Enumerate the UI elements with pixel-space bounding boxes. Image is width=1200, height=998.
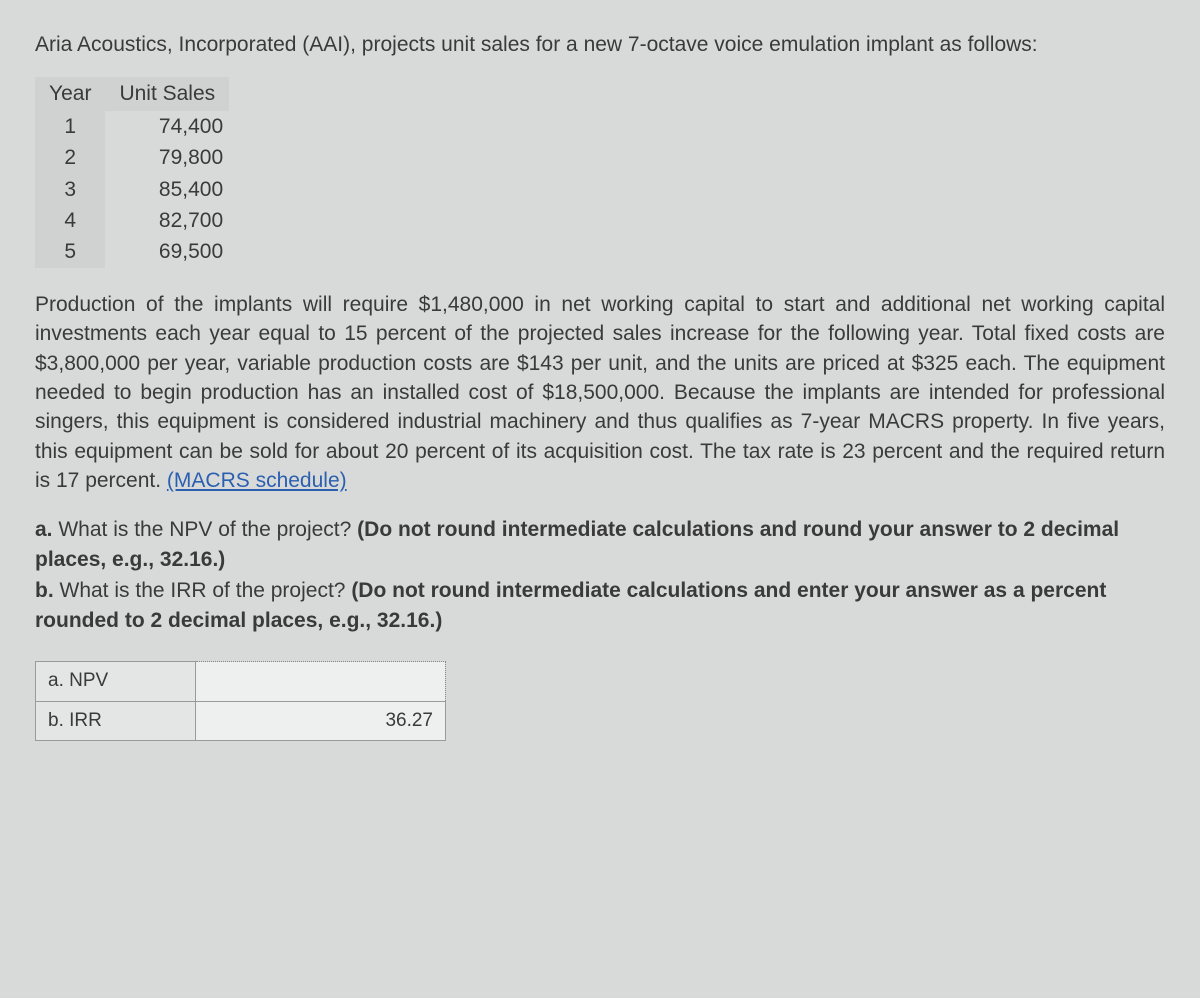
units-cell: 69,500 [105,236,229,267]
answer-row-npv: a. NPV [36,662,446,702]
questions-block: a. What is the NPV of the project? (Do n… [35,515,1165,635]
unit-sales-table: Year Unit Sales 1 74,400 2 79,800 3 85,4… [35,77,229,267]
col-header-year: Year [35,77,105,110]
question-a: a. What is the NPV of the project? (Do n… [35,515,1165,574]
answer-label-irr: b. IRR [36,701,196,741]
question-b-label: b. [35,579,54,602]
table-row: 3 85,400 [35,174,229,205]
question-a-text: What is the NPV of the project? [53,518,358,541]
question-a-label: a. [35,518,53,541]
col-header-units: Unit Sales [105,77,229,110]
year-cell: 3 [35,174,105,205]
table-row: 2 79,800 [35,142,229,173]
units-cell: 85,400 [105,174,229,205]
answer-row-irr: b. IRR 36.27 [36,701,446,741]
table-row: 4 82,700 [35,205,229,236]
answer-label-npv: a. NPV [36,662,196,702]
problem-intro: Aria Acoustics, Incorporated (AAI), proj… [35,30,1165,59]
year-cell: 1 [35,111,105,142]
year-cell: 5 [35,236,105,267]
macrs-schedule-link[interactable]: (MACRS schedule) [167,469,347,492]
answer-table: a. NPV b. IRR 36.27 [35,661,446,741]
units-cell: 79,800 [105,142,229,173]
table-row: 5 69,500 [35,236,229,267]
irr-input[interactable]: 36.27 [196,701,446,741]
question-b-text: What is the IRR of the project? [54,579,352,602]
year-cell: 2 [35,142,105,173]
table-row: 1 74,400 [35,111,229,142]
units-cell: 82,700 [105,205,229,236]
npv-input[interactable] [196,662,446,702]
units-cell: 74,400 [105,111,229,142]
body-text: Production of the implants will require … [35,293,1165,492]
problem-body: Production of the implants will require … [35,290,1165,496]
year-cell: 4 [35,205,105,236]
question-b: b. What is the IRR of the project? (Do n… [35,576,1165,635]
